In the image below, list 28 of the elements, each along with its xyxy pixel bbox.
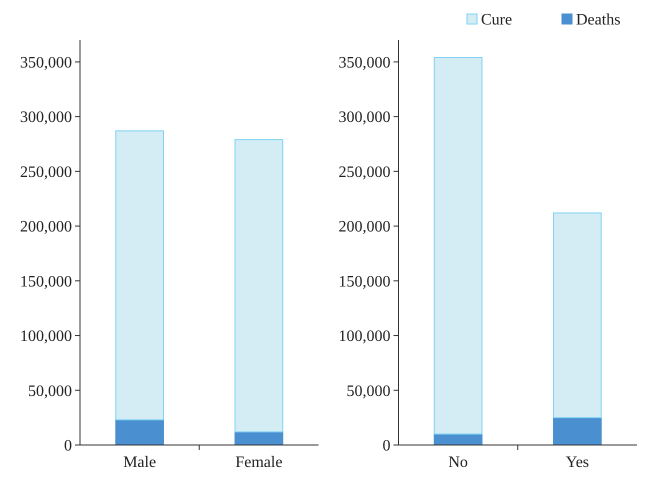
legend-label: Deaths [576, 12, 620, 29]
y-tick-label: 200,000 [20, 218, 72, 236]
y-tick-label: 50,000 [346, 382, 390, 400]
y-tick-label: 0 [382, 438, 390, 455]
x-tick-label: Female [235, 454, 282, 471]
y-tick-label: 0 [64, 438, 72, 455]
y-tick-label: 300,000 [20, 109, 72, 126]
x-tick-label: No [448, 454, 468, 471]
y-tick-label: 350,000 [20, 54, 72, 72]
y-tick-label: 300,000 [338, 109, 390, 126]
y-tick-label: 350,000 [338, 54, 390, 72]
y-tick-label: 100,000 [20, 328, 72, 346]
x-tick-label: Male [123, 454, 156, 471]
y-tick-label: 250,000 [20, 164, 72, 181]
bar [115, 130, 164, 420]
y-tick-label: 100,000 [338, 328, 390, 346]
legend-label: Cure [481, 12, 512, 29]
y-tick-label: 250,000 [338, 164, 390, 181]
y-tick-label: 150,000 [20, 273, 72, 290]
y-tick-label: 150,000 [338, 273, 390, 290]
bar [553, 212, 602, 418]
bar [234, 139, 284, 432]
bar [434, 57, 482, 435]
bar [553, 417, 602, 446]
y-tick-label: 50,000 [28, 382, 72, 400]
y-tick-label: 200,000 [338, 218, 390, 236]
bar [115, 419, 164, 446]
x-tick-label: Yes [566, 454, 590, 471]
